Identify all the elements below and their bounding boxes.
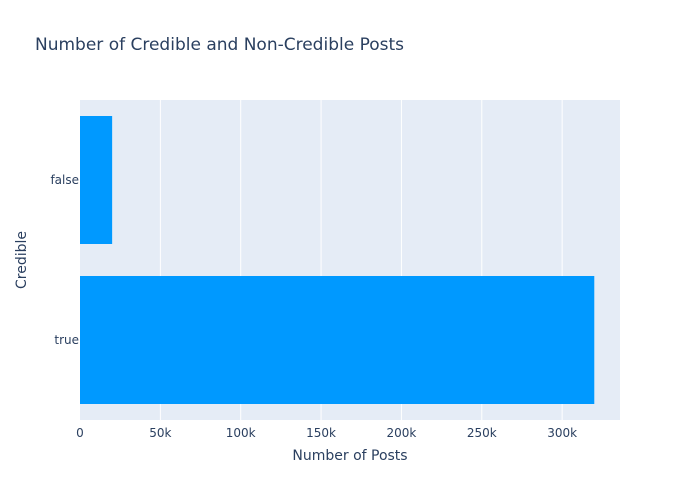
y-axis-title: Credible	[14, 231, 30, 289]
bars	[80, 116, 595, 404]
x-tick-label: 0	[76, 426, 84, 440]
x-tick-label: 100k	[226, 426, 256, 440]
y-axis-ticks: true false	[50, 173, 79, 347]
x-tick-label: 150k	[306, 426, 336, 440]
y-tick-label: false	[50, 173, 79, 187]
x-tick-label: 50k	[149, 426, 171, 440]
x-tick-label: 250k	[467, 426, 497, 440]
x-axis-ticks: 0 50k 100k 150k 200k 250k 300k	[76, 426, 577, 440]
x-axis-title: Number of Posts	[292, 448, 407, 464]
y-tick-label: true	[54, 333, 79, 347]
x-tick-label: 200k	[386, 426, 416, 440]
x-tick-label: 300k	[547, 426, 577, 440]
bar-true[interactable]	[80, 276, 595, 404]
bar-false[interactable]	[80, 116, 113, 244]
chart-title: Number of Credible and Non-Credible Post…	[35, 35, 404, 55]
